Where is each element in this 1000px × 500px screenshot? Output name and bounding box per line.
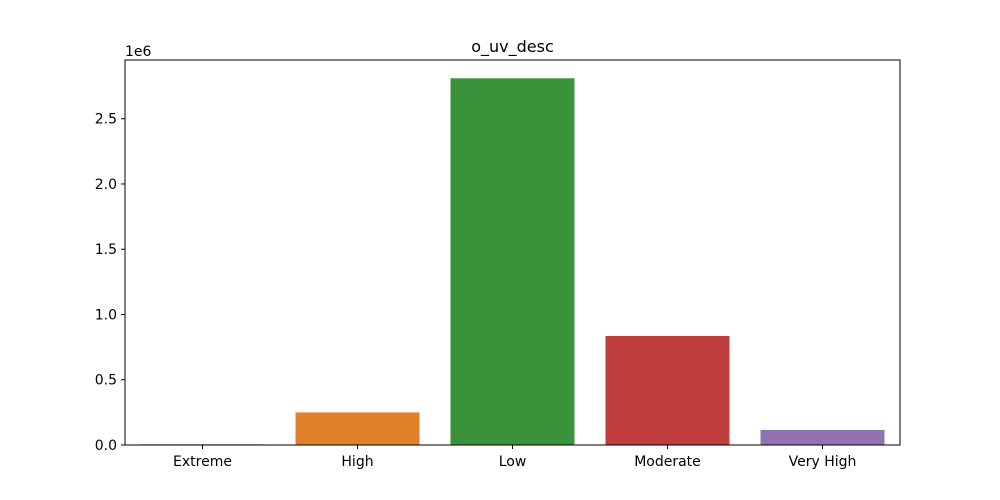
bar-very-high bbox=[760, 429, 885, 445]
y-tick-label: 1.5 bbox=[95, 242, 117, 258]
bar-low bbox=[450, 78, 575, 446]
y-tick-label: 1.0 bbox=[95, 307, 117, 323]
bars-layer bbox=[140, 78, 885, 446]
y-tick-label: 0.0 bbox=[95, 438, 117, 454]
x-tick-label: Extreme bbox=[173, 454, 232, 470]
bar-high bbox=[295, 412, 420, 445]
y-axis-offset-label: 1e6 bbox=[125, 44, 152, 60]
x-tick-label: High bbox=[341, 454, 373, 470]
y-tick-label: 0.5 bbox=[95, 373, 117, 389]
bar-moderate bbox=[605, 336, 730, 445]
x-tick-label: Low bbox=[499, 454, 527, 470]
y-tick-label: 2.0 bbox=[95, 177, 117, 193]
x-tick-label: Moderate bbox=[634, 454, 701, 470]
x-tick-label: Very High bbox=[789, 454, 857, 470]
axes-layer: Extreme High Low Moderate Very High 0.0 0.5 1.0… bbox=[95, 59, 901, 470]
plot-frame bbox=[124, 59, 901, 446]
chart-title: o_uv_desc bbox=[471, 37, 554, 57]
y-tick-label: 2.5 bbox=[95, 112, 117, 128]
